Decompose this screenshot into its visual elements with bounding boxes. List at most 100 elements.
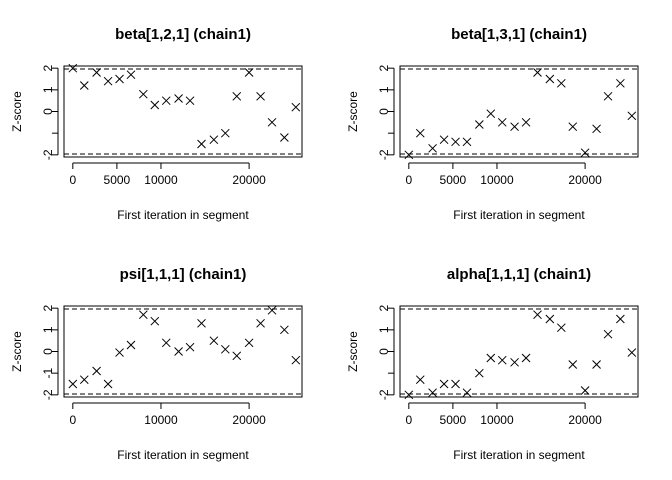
y-tick-label: -2 [41,389,55,400]
data-point [244,338,254,348]
data-point [174,94,183,103]
data-point [256,91,265,101]
x-tick-label: 5000 [440,173,467,187]
data-point [68,379,78,389]
x-tick-label: 0 [405,173,412,187]
data-point [616,78,625,88]
data-point [415,128,425,138]
data-point [161,338,171,348]
data-point [185,96,195,106]
chart-panel-3: psi[1,1,1] (chain1) 0 10000 20000 First iter… [10,266,303,462]
data-point [568,122,578,132]
y-tick-label: 2 [377,305,391,312]
data-point [439,379,449,389]
data-point [103,76,113,86]
data-point [451,379,460,389]
chart-panel-4: alpha[1,1,1] (chain1) 0 5000 10000 20000 Firs… [346,266,639,462]
data-point [209,135,219,145]
data-point [603,91,613,101]
data-point [556,323,566,333]
data-point [209,336,219,346]
data-point [291,102,301,112]
x-axis-label: First iteration in segment [453,208,585,222]
x-tick-label: 0 [405,413,412,427]
chart-title: alpha[1,1,1] (chain1) [447,266,591,283]
chart-title: psi[1,1,1] (chain1) [120,266,247,283]
y-tick-label: 1 [377,326,391,333]
data-point [232,91,242,101]
x-tick-label: 20000 [568,173,602,187]
data-point [115,348,124,357]
data-point [521,353,531,363]
data-point [185,342,195,352]
data-point [103,379,113,389]
data-point [521,117,531,127]
y-axis-label: Z-score [346,91,360,132]
data-point [244,68,254,77]
y-tick-label: -2 [41,149,55,160]
data-point [138,310,148,320]
data-point [150,316,160,326]
data-point [267,117,277,127]
y-tick-label: 0 [41,108,55,115]
data-point [126,70,136,80]
y-tick-label: 0 [41,348,55,355]
data-point [197,139,206,149]
y-tick-label: 2 [377,65,391,72]
data-point [267,305,277,315]
data-point [115,74,124,84]
y-tick-label: 1 [377,86,391,93]
x-axis-label: First iteration in segment [117,208,249,222]
data-point [197,318,206,328]
x-tick-label: 20000 [232,413,266,427]
data-point [462,388,472,398]
data-point [580,386,590,395]
plot-frame [63,65,303,158]
data-point [616,314,625,324]
chart-title: beta[1,3,1] (chain1) [451,26,587,43]
data-point [428,143,437,153]
x-tick-label: 5000 [104,173,131,187]
data-point [627,348,637,357]
data-point [486,109,496,119]
data-point [545,74,555,84]
data-point [627,111,637,121]
x-tick-label: 20000 [568,413,602,427]
y-tick-label: 2 [41,305,55,312]
plot-frame [399,65,639,158]
data-point [556,78,566,88]
y-tick-label: 0 [377,348,391,355]
y-tick-label: -2 [377,149,391,160]
y-tick-label: 1 [41,326,55,333]
data-point [404,150,414,160]
data-point [280,133,289,142]
data-point [568,360,578,369]
y-tick-label: 2 [41,65,55,72]
plot-frame [399,305,639,398]
data-point [280,325,289,335]
data-point [580,148,590,158]
data-point [428,388,437,398]
data-point [545,314,555,324]
data-point [220,344,230,354]
data-point [439,135,449,145]
y-axis-label: Z-score [10,91,24,132]
data-point [138,89,148,99]
x-tick-label: 10000 [144,413,178,427]
plot-frame [63,305,303,398]
data-point [474,120,484,129]
data-point [462,137,472,147]
data-point [510,122,519,132]
x-tick-label: 0 [69,173,76,187]
data-point [404,390,414,400]
data-point [220,128,230,138]
chart-title: beta[1,2,1] (chain1) [115,26,251,43]
chart-panel-1: beta[1,2,1] (chain1) 0 5000 10000 20000 First… [10,26,303,222]
data-point [592,360,601,369]
x-axis-label: First iteration in segment [453,448,585,462]
chart-panel-2: beta[1,3,1] (chain1) 0 5000 10000 20000 First… [346,26,639,222]
data-point [497,117,507,127]
y-tick-label: -1 [41,368,55,379]
data-point [174,347,183,356]
